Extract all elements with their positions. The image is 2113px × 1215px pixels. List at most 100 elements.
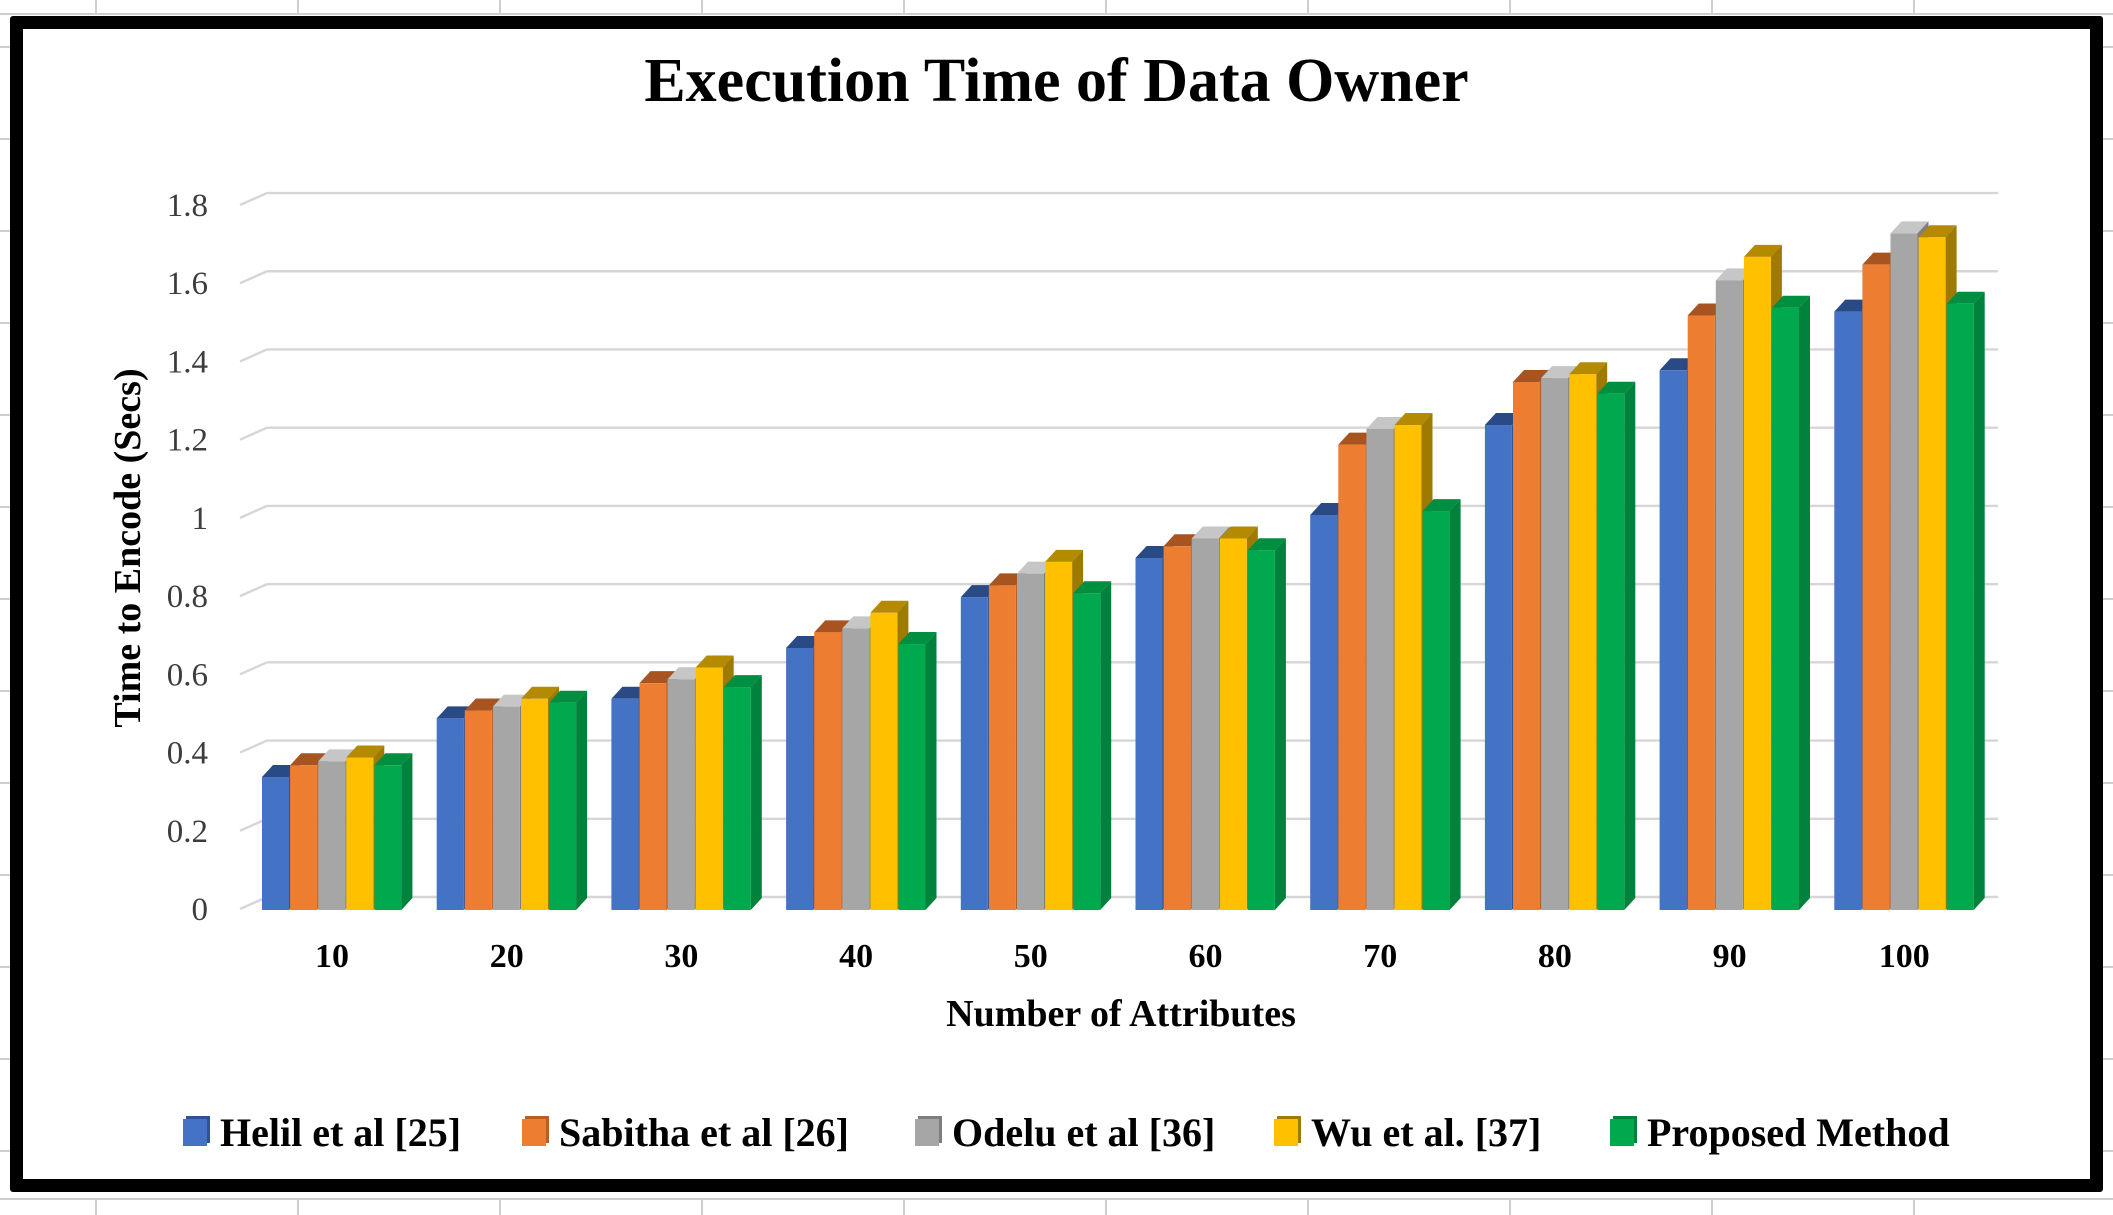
worksheet-gridline: [2103, 414, 2113, 416]
bar-70-series-2[interactable]: [1366, 428, 1394, 910]
bar-top-face: [898, 632, 937, 645]
bar-10-series-1[interactable]: [290, 765, 318, 910]
legend-item-1[interactable]: Helil et al [25]: [183, 1107, 461, 1157]
worksheet-gridline: [2103, 690, 2113, 692]
legend-item-5[interactable]: Proposed Method: [1610, 1107, 1950, 1157]
worksheet-gridline: [0, 1198, 2113, 1200]
bar-10-series-2[interactable]: [318, 761, 346, 910]
bar-40-series-2[interactable]: [842, 628, 870, 910]
worksheet-gridline: [2103, 1150, 2113, 1152]
bar-100-series-0[interactable]: [1834, 311, 1862, 910]
gridline-stub: [239, 583, 268, 598]
bar-60-series-0[interactable]: [1135, 558, 1163, 910]
bar-20-series-0[interactable]: [436, 718, 464, 910]
worksheet-gridline: [2103, 598, 2113, 600]
bar-40-series-1[interactable]: [814, 632, 842, 910]
bar-30-series-3[interactable]: [695, 667, 723, 910]
y-axis-title: Time to Encode (Secs): [107, 368, 149, 728]
bar-70-series-0[interactable]: [1310, 514, 1338, 910]
x-category-label: 40: [839, 938, 873, 975]
bar-top-face: [1918, 225, 1957, 238]
worksheet-gridline: [1711, 0, 1713, 13]
bar-70-series-4[interactable]: [1422, 511, 1450, 910]
bar-60-series-2[interactable]: [1191, 538, 1219, 910]
bar-60-series-1[interactable]: [1163, 546, 1191, 910]
bar-50-series-3[interactable]: [1045, 561, 1073, 910]
worksheet-gridline: [0, 874, 11, 876]
bar-30-series-1[interactable]: [639, 683, 667, 910]
worksheet-gridline: [95, 1200, 97, 1215]
bar-top-face: [1890, 221, 1929, 234]
bar-20-series-3[interactable]: [521, 698, 548, 910]
worksheet-gridline: [1913, 1200, 1915, 1215]
bar-50-series-0[interactable]: [960, 597, 988, 910]
legend-item-2[interactable]: Sabitha et al [26]: [522, 1107, 849, 1157]
bar-top-face: [1247, 538, 1286, 551]
bar-40-series-4[interactable]: [898, 644, 926, 910]
worksheet-gridline: [95, 0, 97, 13]
bar-80-series-2[interactable]: [1541, 378, 1569, 910]
chart-frame[interactable]: [10, 16, 2103, 1192]
bar-100-series-2[interactable]: [1890, 233, 1918, 911]
bar-20-series-1[interactable]: [464, 710, 492, 910]
bar-90-series-3[interactable]: [1743, 256, 1771, 910]
bar-40-series-0[interactable]: [786, 647, 814, 910]
bar-10-series-4[interactable]: [374, 765, 402, 910]
legend-item-4[interactable]: Wu et al. [37]: [1274, 1107, 1541, 1157]
worksheet-gridline: [0, 322, 11, 324]
chart-title[interactable]: Execution Time of Data Owner: [644, 47, 1469, 115]
bar-90-series-1[interactable]: [1687, 315, 1715, 910]
bar-side-face: [1799, 295, 1810, 910]
bar-20-series-2[interactable]: [492, 706, 520, 910]
bar-80-series-1[interactable]: [1513, 382, 1540, 910]
legend-item-3[interactable]: Odelu et al [36]: [915, 1107, 1215, 1157]
bar-side-face: [1624, 381, 1636, 910]
worksheet-gridline: [2103, 874, 2113, 876]
worksheet-gridline: [0, 138, 11, 140]
bar-top-face: [549, 690, 588, 703]
bar-90-series-0[interactable]: [1659, 370, 1687, 911]
bar-top-face: [1772, 295, 1810, 308]
y-tick-label: 0.4: [167, 736, 208, 772]
worksheet-gridline: [0, 690, 11, 692]
bar-90-series-4[interactable]: [1772, 307, 1799, 910]
bar-top-face: [1743, 244, 1782, 257]
y-tick-label: 1.2: [167, 423, 208, 459]
bar-top-face: [1073, 581, 1112, 594]
worksheet-gridline: [701, 0, 703, 13]
bar-100-series-1[interactable]: [1862, 264, 1890, 910]
bar-70-series-3[interactable]: [1394, 425, 1422, 910]
bar-30-series-2[interactable]: [667, 679, 695, 910]
bar-30-series-0[interactable]: [611, 698, 639, 910]
bar-100-series-4[interactable]: [1946, 303, 1974, 910]
worksheet-gridline: [1307, 0, 1309, 13]
bar-90-series-2[interactable]: [1715, 280, 1743, 911]
bar-10-series-3[interactable]: [346, 757, 374, 910]
worksheet-gridline: [0, 13, 2113, 15]
x-category-label: 90: [1713, 938, 1747, 975]
worksheet-gridline: [0, 598, 11, 600]
legend-swatch: [183, 1118, 207, 1146]
bar-top-face: [1597, 381, 1636, 394]
bar-60-series-4[interactable]: [1247, 550, 1275, 910]
bar-80-series-4[interactable]: [1597, 393, 1625, 910]
bar-side-face: [925, 632, 937, 910]
bar-40-series-3[interactable]: [870, 612, 898, 910]
bar-70-series-1[interactable]: [1338, 444, 1366, 910]
x-category-label: 70: [1363, 938, 1397, 975]
y-tick-label: 1: [192, 501, 209, 537]
bar-20-series-4[interactable]: [549, 702, 577, 910]
bar-60-series-3[interactable]: [1219, 538, 1247, 910]
bar-80-series-3[interactable]: [1569, 374, 1597, 910]
bar-50-series-1[interactable]: [988, 585, 1016, 910]
bar-10-series-0[interactable]: [262, 777, 289, 910]
bar-50-series-2[interactable]: [1017, 573, 1044, 910]
x-category-label: 10: [315, 938, 349, 975]
bar-100-series-3[interactable]: [1918, 237, 1946, 911]
bar-top-face: [1191, 526, 1230, 539]
bar-50-series-4[interactable]: [1073, 593, 1101, 910]
bar-30-series-4[interactable]: [723, 687, 751, 910]
legend-swatch: [915, 1118, 939, 1146]
bar-80-series-0[interactable]: [1484, 425, 1512, 910]
